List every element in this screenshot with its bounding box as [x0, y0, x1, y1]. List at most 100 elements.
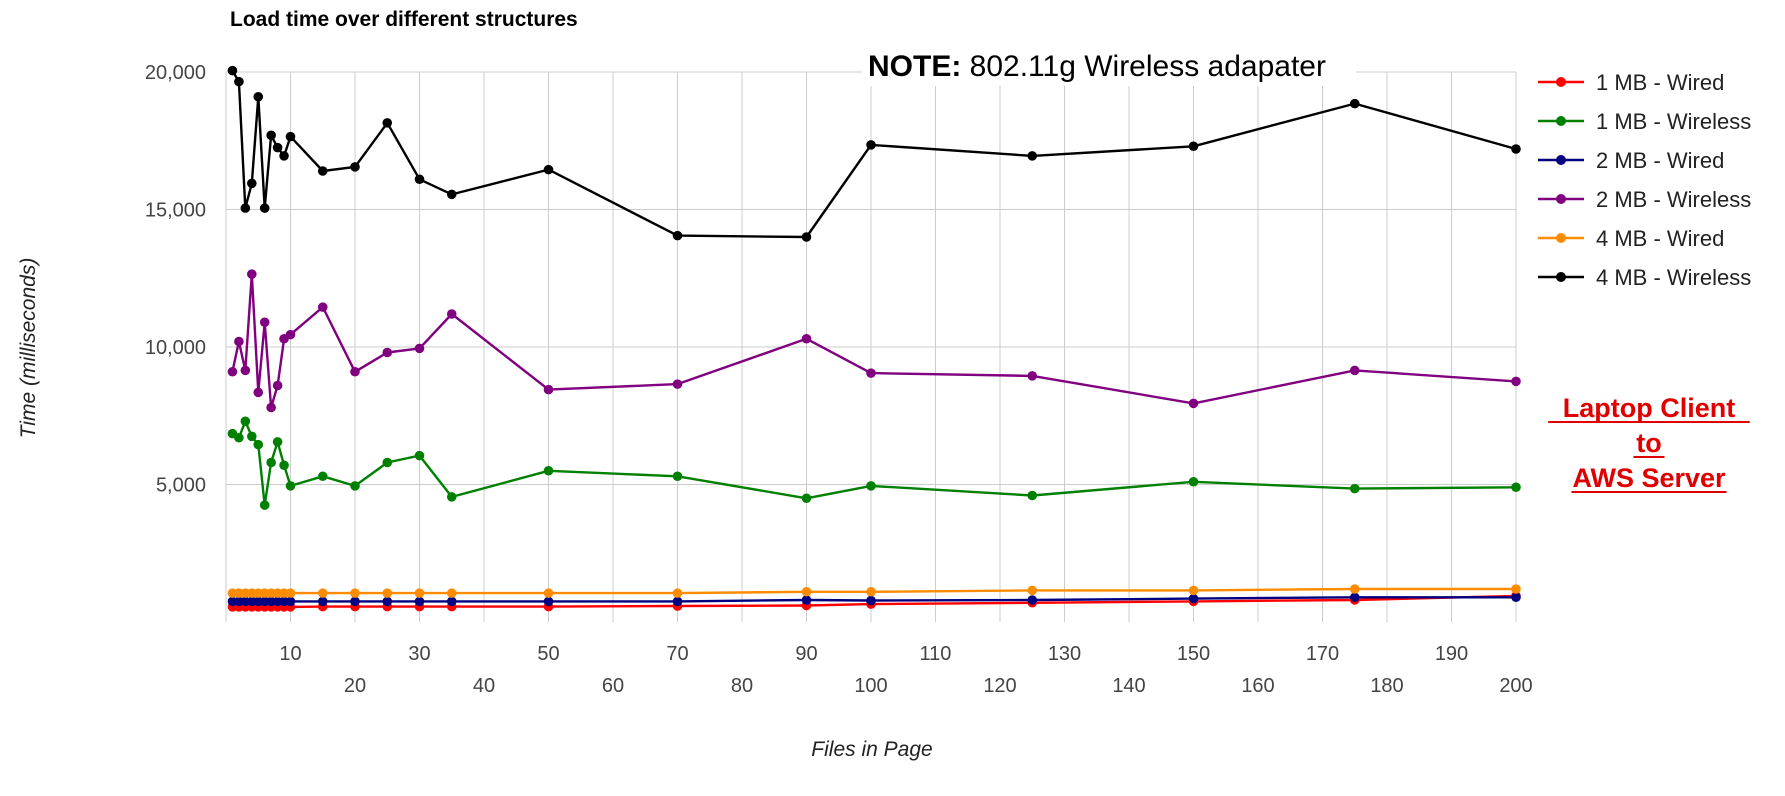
- data-point: [272, 437, 283, 447]
- series-layer: [227, 65, 1521, 612]
- series-5: [227, 65, 1521, 242]
- series-line: [231, 420, 1517, 507]
- data-point: [350, 162, 360, 172]
- data-point: [279, 460, 289, 471]
- data-point: [801, 493, 812, 504]
- data-point: [866, 481, 876, 491]
- data-point: [543, 465, 554, 476]
- legend-marker: [1556, 272, 1566, 282]
- legend-item: 1 MB - Wireless: [1538, 109, 1751, 134]
- data-point: [285, 329, 296, 340]
- legend-item: 2 MB - Wireless: [1538, 187, 1751, 212]
- data-point: [1027, 151, 1038, 161]
- x-tick-label: 10: [279, 643, 301, 665]
- data-point: [801, 232, 812, 242]
- x-axis-ticks: 10 30 50 70 90 110 130 150 170 190 20 40 60 80 100 120 1…: [279, 643, 1532, 697]
- y-tick-label: 5,000: [156, 475, 206, 497]
- legend-marker: [1556, 194, 1566, 204]
- legend-item: 4 MB - Wired: [1538, 226, 1724, 251]
- data-point: [866, 368, 876, 378]
- data-point: [866, 586, 876, 597]
- legend-label: 4 MB - Wireless: [1596, 265, 1751, 290]
- data-point: [240, 203, 251, 213]
- data-point: [446, 189, 457, 200]
- data-point: [382, 347, 393, 358]
- x-tick-label: 190: [1435, 643, 1468, 665]
- x-tick-label: 170: [1306, 643, 1339, 665]
- annotation-line: to: [1636, 428, 1661, 458]
- data-point: [253, 387, 264, 398]
- y-axis-title: Time (milliseconds): [17, 258, 40, 439]
- data-point: [259, 500, 270, 510]
- data-point: [866, 140, 876, 150]
- note-background: [862, 46, 1356, 86]
- y-tick-label: 15,000: [145, 200, 206, 222]
- data-point: [259, 317, 270, 328]
- data-point: [266, 457, 276, 468]
- legend-label: 1 MB - Wired: [1596, 70, 1724, 95]
- data-point: [1511, 482, 1521, 493]
- series-2: [227, 592, 1521, 607]
- data-point: [285, 596, 296, 607]
- data-point: [543, 588, 554, 598]
- legend-label: 2 MB - Wired: [1596, 148, 1724, 173]
- data-point: [446, 596, 457, 607]
- data-point: [350, 481, 360, 491]
- data-point: [227, 65, 238, 76]
- data-point: [543, 596, 554, 607]
- annotation-line: Laptop Client: [1563, 393, 1735, 423]
- data-point: [1027, 595, 1038, 605]
- data-point: [317, 302, 328, 312]
- data-point: [382, 596, 393, 607]
- note-text: 802.11g Wireless adapater: [961, 50, 1326, 83]
- data-point: [543, 384, 554, 395]
- x-tick-label: 200: [1499, 675, 1532, 697]
- data-point: [253, 439, 264, 450]
- data-point: [382, 588, 393, 598]
- data-point: [446, 309, 457, 319]
- data-point: [382, 118, 393, 128]
- chart-title: Load time over different structures: [230, 8, 578, 31]
- chart-note: NOTE: 802.11g Wireless adapater: [868, 50, 1326, 83]
- data-point: [317, 166, 328, 176]
- x-axis-title: Files in Page: [811, 738, 932, 761]
- y-tick-label: 10,000: [145, 337, 206, 359]
- series-1: [227, 416, 1521, 510]
- legend-item: 2 MB - Wired: [1538, 148, 1724, 173]
- data-point: [1027, 585, 1038, 596]
- legend: 1 MB - Wired 1 MB - Wireless 2 MB - Wired 2…: [1538, 70, 1751, 290]
- data-point: [247, 431, 257, 442]
- legend-marker: [1556, 155, 1566, 165]
- x-tick-label: 140: [1112, 675, 1145, 697]
- data-point: [1188, 398, 1199, 409]
- x-tick-label: 160: [1241, 675, 1274, 697]
- data-point: [350, 588, 360, 598]
- data-point: [1027, 371, 1038, 381]
- grid-lines: [225, 46, 1517, 622]
- annotation: Laptop Client to AWS Server: [1548, 393, 1750, 493]
- data-point: [1349, 483, 1360, 494]
- data-point: [1511, 144, 1521, 154]
- data-point: [234, 336, 244, 347]
- data-point: [672, 471, 683, 482]
- data-point: [801, 333, 812, 344]
- data-point: [279, 151, 289, 161]
- data-point: [266, 402, 276, 413]
- data-point: [414, 174, 425, 185]
- data-point: [247, 178, 257, 189]
- legend-label: 4 MB - Wired: [1596, 226, 1724, 251]
- x-tick-label: 50: [537, 643, 559, 665]
- data-point: [414, 596, 425, 607]
- data-point: [672, 588, 683, 598]
- data-point: [253, 91, 264, 102]
- x-tick-label: 70: [666, 643, 688, 665]
- data-point: [285, 131, 296, 142]
- x-tick-label: 60: [602, 675, 624, 697]
- data-point: [414, 450, 425, 461]
- data-point: [414, 588, 425, 598]
- legend-marker: [1556, 77, 1566, 87]
- data-point: [382, 457, 393, 468]
- data-point: [285, 481, 296, 491]
- series-line: [231, 272, 1517, 409]
